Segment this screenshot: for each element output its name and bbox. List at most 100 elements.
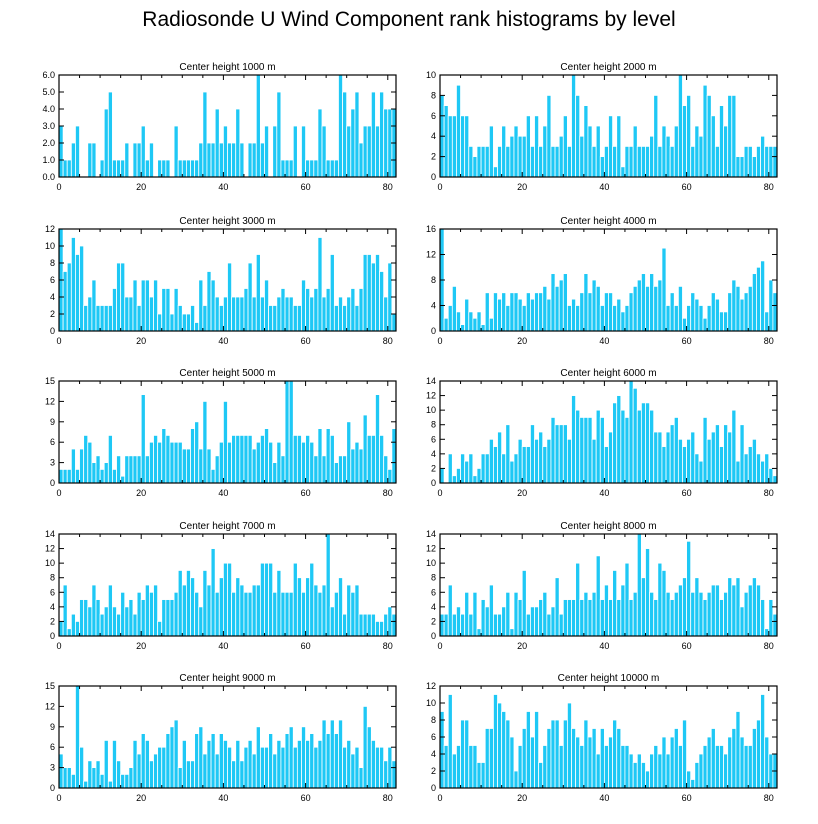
bar (214, 108, 220, 178)
y-tick-label: 12 (426, 544, 436, 554)
x-tick-label: 60 (301, 793, 311, 803)
y-tick-label: 12 (426, 391, 436, 401)
bar (464, 460, 470, 484)
bar (333, 159, 339, 178)
bar (653, 599, 659, 637)
bar (554, 719, 560, 789)
bar (70, 237, 76, 332)
bar (186, 313, 191, 332)
bar (239, 296, 245, 332)
bar (772, 292, 778, 332)
y-tick-label: 6 (50, 742, 55, 752)
bar (743, 591, 749, 637)
bar (255, 584, 261, 637)
bar (58, 125, 64, 178)
bar (616, 115, 622, 178)
bar (599, 728, 605, 789)
bar (768, 468, 774, 484)
bar (567, 702, 572, 789)
bar (538, 145, 544, 178)
bar (451, 285, 457, 332)
panel-5: Center height 5000 m 0 20 40 60 80 0 3 6 9 12 15 (45, 368, 397, 498)
bar (321, 719, 327, 789)
bar (484, 453, 490, 484)
bar (562, 273, 568, 332)
bar (362, 254, 368, 332)
bar (575, 409, 581, 484)
bar (169, 313, 175, 332)
bar (714, 145, 720, 178)
bar (272, 591, 278, 637)
bar (366, 125, 372, 178)
y-tick-label: 2 (431, 766, 436, 776)
bar (206, 142, 212, 178)
bar (620, 166, 626, 178)
bar (186, 159, 191, 178)
bar (525, 711, 531, 789)
bar (329, 434, 335, 484)
x-tick-label: 80 (764, 793, 774, 803)
bar (202, 753, 208, 789)
bar (640, 402, 646, 484)
bar (329, 719, 335, 789)
bar (702, 599, 708, 637)
x-tick-label: 60 (682, 336, 692, 346)
bar (214, 753, 220, 789)
bar (276, 441, 282, 484)
bar (747, 145, 753, 178)
bar (194, 733, 200, 789)
bar (325, 733, 331, 789)
bar (136, 455, 142, 484)
bar (690, 779, 696, 789)
x-tick-label: 20 (136, 641, 146, 651)
bar (288, 380, 294, 484)
bar (653, 431, 659, 484)
bar (534, 438, 540, 484)
bar (558, 135, 564, 178)
bar (743, 145, 749, 178)
bar (521, 135, 527, 178)
x-tick-label: 60 (682, 488, 692, 498)
bar (120, 475, 126, 484)
bar (317, 428, 323, 484)
bar (690, 431, 696, 484)
bar (484, 292, 490, 332)
y-tick-label: 4 (431, 749, 436, 759)
x-tick-label: 0 (56, 182, 61, 192)
bar (75, 621, 80, 637)
x-tick-label: 20 (517, 182, 527, 192)
bar (488, 125, 494, 178)
bar (645, 770, 650, 789)
bar (542, 125, 548, 178)
bar (190, 760, 196, 789)
bar (698, 460, 704, 484)
plot-frame (439, 533, 778, 637)
bar (628, 292, 634, 332)
bar (493, 166, 498, 178)
x-tick-label: 0 (56, 336, 61, 346)
bar (608, 431, 614, 484)
bar (317, 740, 323, 789)
bar (525, 115, 531, 178)
bar (484, 728, 490, 789)
bar (329, 254, 335, 332)
bar (313, 288, 319, 332)
bar (284, 296, 290, 332)
bar (694, 453, 700, 484)
bar (227, 262, 233, 332)
bar (358, 767, 364, 789)
y-tick-label: 4 (431, 449, 436, 459)
bar (677, 438, 683, 484)
bar (358, 288, 364, 332)
x-tick-label: 60 (682, 182, 692, 192)
bar (181, 159, 187, 178)
bar (476, 628, 482, 637)
bar (231, 760, 237, 789)
bar (161, 599, 167, 637)
y-tick-label: 10 (426, 698, 436, 708)
bar (686, 95, 692, 178)
bar (587, 599, 593, 637)
bar (513, 125, 519, 178)
bar (612, 145, 618, 178)
x-tick-label: 80 (764, 336, 774, 346)
